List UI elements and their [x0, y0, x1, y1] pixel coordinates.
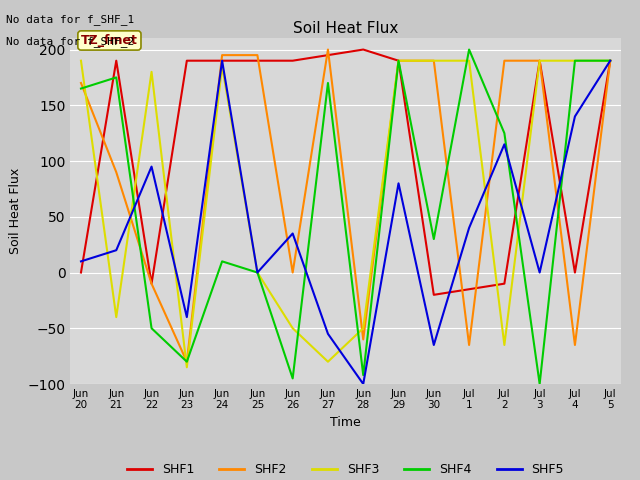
Title: Soil Heat Flux: Soil Heat Flux: [293, 21, 398, 36]
Legend: SHF1, SHF2, SHF3, SHF4, SHF5: SHF1, SHF2, SHF3, SHF4, SHF5: [122, 458, 569, 480]
Text: TZ_fmet: TZ_fmet: [81, 34, 138, 47]
X-axis label: Time: Time: [330, 416, 361, 429]
Text: No data for f_SHF_2: No data for f_SHF_2: [6, 36, 134, 47]
Text: No data for f_SHF_1: No data for f_SHF_1: [6, 14, 134, 25]
Y-axis label: Soil Heat Flux: Soil Heat Flux: [9, 168, 22, 254]
